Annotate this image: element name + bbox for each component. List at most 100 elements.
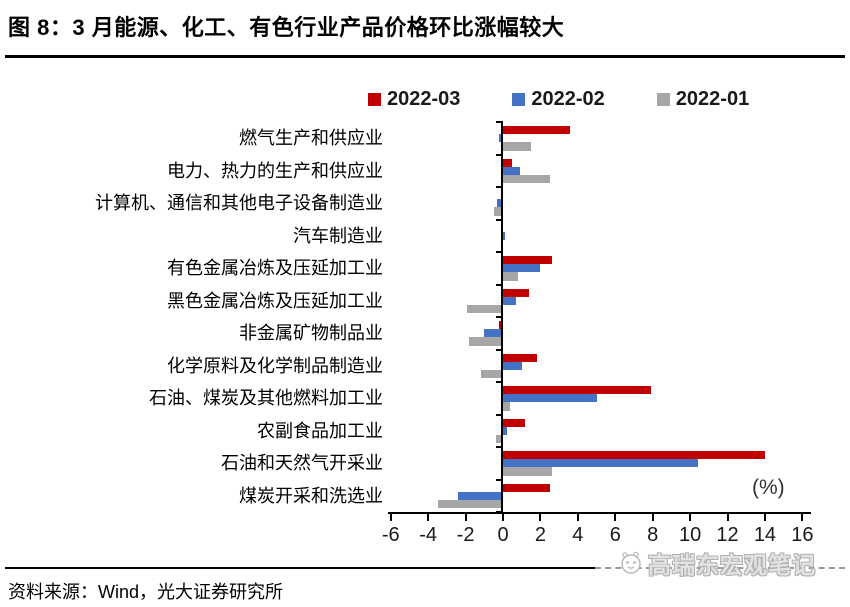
y-axis-tick [496, 251, 503, 253]
category-label: 非金属矿物制品业 [239, 323, 383, 343]
bar-2022-02 [503, 459, 698, 468]
y-axis-tick [496, 316, 503, 318]
legend-swatch-blue [512, 93, 526, 106]
x-axis-tick-label: 8 [647, 524, 659, 546]
bar-chart: (%) 燃气生产和供应业电力、热力的生产和供应业计算机、通信和其他电子设备制造业… [0, 120, 850, 560]
y-axis-line [501, 122, 503, 512]
bar-2022-03 [503, 451, 765, 460]
legend-label: 2022-03 [387, 88, 461, 110]
category-label: 化学原料及化学制品制造业 [167, 355, 383, 376]
bar-2022-01 [469, 337, 503, 346]
bar-2022-02 [503, 394, 597, 403]
bar-2022-02 [503, 231, 505, 240]
watermark-logo-icon [621, 551, 641, 574]
y-axis-tick [496, 218, 503, 221]
legend-label: 2022-01 [675, 88, 750, 110]
bottom-divider-dashed [595, 567, 845, 569]
bar-2022-02 [503, 264, 541, 273]
x-axis-tick [464, 514, 467, 521]
bar-2022-03 [503, 353, 537, 362]
legend-item-2022-01: 2022-01 [656, 88, 750, 111]
y-axis-tick [496, 478, 503, 481]
y-axis-tick [496, 413, 503, 416]
bar-2022-03 [503, 126, 571, 135]
x-axis-tick [689, 514, 692, 521]
category-label: 汽车制造业 [293, 225, 383, 246]
bar-2022-02 [503, 296, 517, 305]
x-axis-tick [389, 514, 392, 521]
bar-2022-03 [503, 386, 651, 395]
x-axis-tick-label: -4 [419, 524, 438, 546]
bar-2022-01 [480, 369, 503, 379]
x-axis-tick [651, 514, 654, 521]
x-axis-tick [763, 514, 766, 521]
bar-2022-01 [437, 499, 503, 509]
bar-2022-03 [503, 158, 513, 167]
bar-2022-01 [503, 467, 552, 476]
category-label: 石油、煤炭及其他燃料加工业 [149, 388, 383, 408]
bar-2022-01 [493, 207, 503, 216]
bar-2022-03 [503, 288, 530, 297]
legend-swatch-red [368, 93, 381, 106]
legend-item-2022-03: 2022-03 [368, 88, 460, 111]
bar-2022-01 [467, 304, 503, 314]
x-axis-tick-label: -6 [381, 524, 400, 546]
x-axis-tick [576, 514, 579, 521]
legend-label: 2022-02 [531, 88, 605, 110]
x-axis-tick-label: 12 [716, 524, 739, 546]
bar-2022-01 [495, 434, 503, 444]
bar-2022-02 [503, 361, 522, 370]
x-axis-tick-label: 0 [497, 524, 509, 546]
bar-2022-02 [497, 199, 503, 208]
x-axis-tick [726, 514, 729, 521]
category-label: 燃气生产和供应业 [239, 128, 383, 148]
legend-swatch-gray [656, 93, 670, 106]
y-axis-tick [496, 121, 503, 123]
y-axis-tick [496, 381, 503, 383]
bar-2022-03 [503, 418, 526, 427]
legend: 2022-03 2022-02 2022-01 [368, 88, 749, 111]
y-axis-tick [496, 348, 503, 351]
x-axis-tick-label: 14 [753, 524, 777, 546]
category-label: 煤炭开采和洗选业 [239, 485, 383, 506]
x-axis-tick [801, 514, 804, 521]
x-axis-tick-label: 16 [791, 524, 814, 546]
bar-2022-02 [503, 426, 507, 435]
x-axis-tick-label: -2 [456, 524, 475, 546]
watermark-text: 高瑞东宏观笔记 [648, 552, 816, 578]
bar-2022-02 [503, 166, 520, 175]
y-axis-tick [496, 153, 503, 156]
bar-2022-01 [503, 142, 532, 151]
watermark: 高瑞东宏观笔记 [620, 546, 816, 580]
x-axis-tick [614, 514, 617, 521]
category-label: 黑色金属冶炼及压延加工业 [167, 290, 383, 311]
bar-2022-01 [503, 272, 518, 281]
x-axis-tick [502, 514, 504, 521]
bar-2022-03 [503, 256, 552, 265]
source-note: 资料来源：Wind，光大证券研究所 [8, 582, 284, 602]
bar-2022-02 [484, 329, 503, 338]
category-label: 计算机、通信和其他电子设备制造业 [95, 193, 383, 213]
y-axis-tick [496, 283, 503, 286]
bar-2022-01 [503, 402, 511, 411]
category-label: 农副食品加工业 [257, 420, 383, 441]
x-axis-tick [427, 514, 430, 521]
category-label: 有色金属冶炼及压延加工业 [167, 258, 383, 278]
bottom-divider [5, 567, 595, 569]
y-axis-tick [496, 186, 503, 188]
x-axis-tick-label: 10 [678, 524, 702, 546]
category-label: 石油和天然气开采业 [221, 453, 383, 473]
title-divider [5, 55, 845, 58]
x-axis-line [387, 512, 812, 514]
legend-item-2022-02: 2022-02 [512, 88, 605, 111]
unit-label: (%) [752, 476, 785, 499]
y-axis-tick [496, 446, 503, 448]
chart-title: 图 8：3 月能源、化工、有色行业产品价格环比涨幅较大 [8, 15, 565, 40]
category-label: 电力、热力的生产和供应业 [167, 160, 383, 181]
bar-2022-03 [503, 483, 550, 492]
x-axis-tick [539, 514, 542, 521]
x-axis-tick-label: 6 [609, 524, 621, 546]
bar-2022-02 [458, 491, 503, 500]
x-axis-tick-label: 2 [534, 524, 546, 546]
